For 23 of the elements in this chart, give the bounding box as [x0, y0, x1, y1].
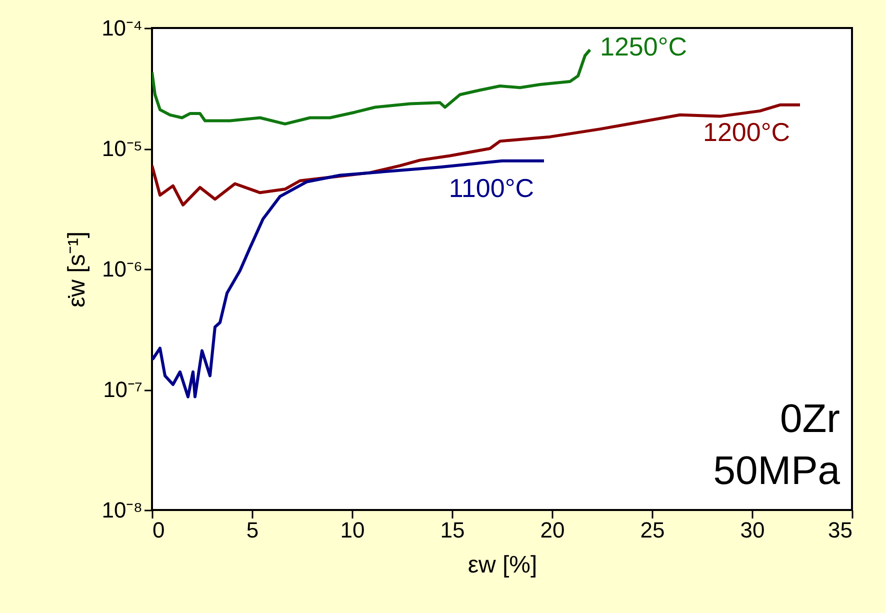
- line-series: [152, 103, 802, 206]
- series-label: 1100°C: [448, 172, 534, 203]
- x-tick-label: 35: [828, 518, 852, 542]
- y-tick-label: 10⁻⁶: [102, 256, 142, 282]
- annotation: 0Zr: [780, 397, 840, 441]
- y-tick-label: 10⁻⁵: [102, 136, 142, 161]
- x-tick-label: 30: [740, 518, 765, 542]
- line-series: [152, 159, 546, 398]
- x-tick-label: 20: [540, 518, 565, 542]
- y-tick-label: 10⁻⁸: [102, 498, 142, 522]
- line-series: [152, 48, 592, 126]
- series-label: 1200°C: [702, 116, 790, 147]
- x-axis-title: εw [%]: [468, 552, 538, 578]
- x-tick-label: 0: [152, 518, 165, 542]
- series-label: 1250°C: [600, 32, 688, 62]
- y-axis-title: ε̇w [s⁻¹]: [64, 231, 91, 308]
- annotation: 50MPa: [713, 449, 841, 493]
- y-tick-label: 10⁻⁴: [102, 16, 142, 40]
- x-tick-label: 10: [340, 518, 365, 542]
- x-tick-label: 15: [440, 518, 465, 542]
- y-tick-label: 10⁻⁷: [103, 377, 143, 402]
- x-tick-label: 5: [246, 518, 259, 542]
- x-tick-label: 25: [640, 518, 665, 542]
